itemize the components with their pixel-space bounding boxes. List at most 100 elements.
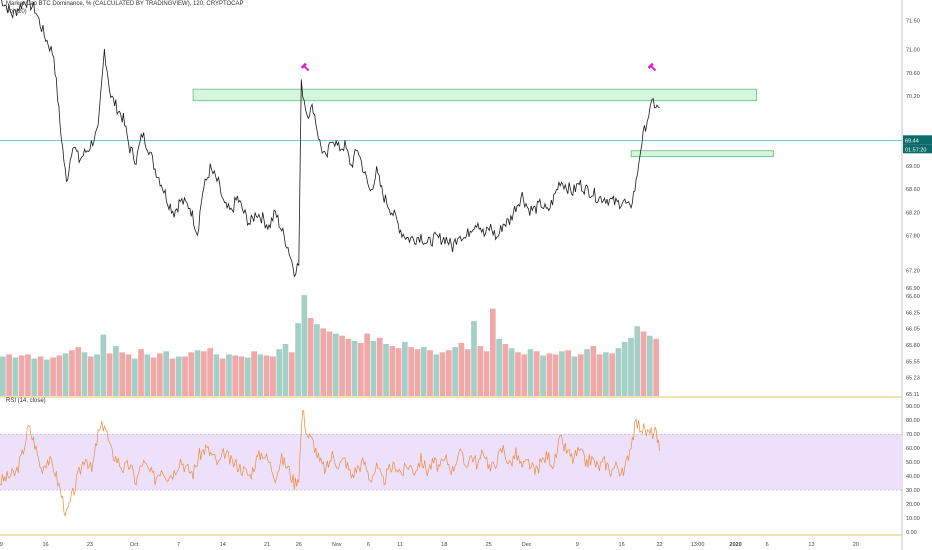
hammer-marker-1 — [300, 62, 310, 72]
volume-bar — [113, 346, 119, 396]
volume-bar — [213, 354, 220, 396]
volume-bar — [358, 342, 364, 396]
volume-bar — [546, 353, 553, 396]
x-tick-label: 7 — [177, 542, 180, 548]
price-tick-label: 67.80 — [906, 234, 920, 240]
price-tick-label: 70.60 — [906, 71, 920, 77]
volume-bar — [565, 350, 572, 396]
volume-bar — [552, 354, 559, 396]
rsi-tick-label: 20.00 — [906, 502, 920, 508]
volume-bar — [238, 356, 245, 396]
volume-bar — [307, 318, 314, 396]
price-tick-label: 68.20 — [906, 210, 920, 216]
rsi-tick-label: 80.00 — [906, 418, 920, 424]
volume-bar — [157, 353, 163, 396]
volume-bar — [226, 354, 232, 396]
volume-bar — [471, 321, 477, 396]
x-tick-label: 2020 — [729, 542, 741, 548]
volume-bar — [75, 347, 82, 396]
volume-bar — [244, 357, 251, 396]
volume-bar — [496, 338, 502, 396]
hammer-marker-2 — [647, 62, 657, 72]
rsi-series-line — [0, 409, 660, 517]
volume-bar — [326, 331, 333, 396]
rsi-band — [0, 434, 902, 491]
volume-bar — [25, 354, 31, 396]
volume-bar — [257, 354, 264, 396]
rsi-tick-label: 0.00 — [906, 530, 917, 536]
volume-bar — [201, 351, 207, 396]
volume-bar — [577, 354, 584, 396]
volume-bar — [483, 351, 490, 396]
volume-bar — [590, 346, 597, 396]
volume-bar — [138, 349, 144, 396]
price-tick-label: 68.60 — [906, 187, 920, 193]
price-tick-label: 67.20 — [906, 269, 920, 275]
volume-bar — [395, 348, 402, 396]
volume-bar — [515, 352, 521, 396]
rsi-tick-label: 10.00 — [906, 516, 920, 522]
volume-bar — [339, 335, 345, 396]
volume-bar — [571, 356, 578, 396]
volume-bar — [295, 323, 301, 396]
volume-bar — [301, 295, 308, 396]
volume-bar — [6, 354, 12, 396]
x-tick-label: 9 — [0, 542, 3, 548]
volume-bar — [263, 355, 270, 396]
volume-bar — [628, 337, 634, 396]
volume-bar — [458, 342, 465, 396]
volume-bar — [502, 344, 509, 396]
volume-bar — [609, 353, 615, 396]
volume-bar — [653, 338, 659, 396]
volume-bar — [351, 340, 358, 396]
x-tick-label: Dec — [522, 542, 532, 548]
volume-bar — [508, 348, 515, 396]
volume-bar — [464, 349, 471, 396]
volume-bar — [219, 358, 226, 396]
volume-bar — [414, 349, 421, 396]
volume-bar — [131, 358, 138, 396]
volume-bar — [452, 347, 458, 396]
x-tick-label: 13:00 — [691, 542, 705, 548]
price-series-line — [1, 0, 660, 278]
volume-bar — [445, 350, 452, 396]
volume-bar — [119, 352, 126, 396]
volume-bar — [288, 352, 295, 396]
volume-bar — [150, 357, 157, 396]
volume-bar — [100, 334, 107, 396]
x-tick-label: 11 — [397, 542, 403, 548]
volume-bar — [320, 328, 327, 396]
volume-bar — [634, 326, 641, 396]
volume-bar — [640, 331, 647, 396]
x-tick-label: 21 — [264, 542, 270, 548]
volume-bar — [232, 355, 239, 396]
rsi-tick-label: 40.00 — [906, 474, 920, 480]
volume-bar — [621, 341, 628, 396]
volume-bar — [43, 359, 50, 396]
x-tick-label: 18 — [441, 542, 447, 548]
volume-bar — [584, 349, 590, 396]
volume-tick-label: 66.60 — [906, 294, 920, 300]
price-tick-label: 71.50 — [906, 19, 920, 25]
volume-bar — [439, 352, 446, 396]
volume-tick-label: 65.23 — [906, 376, 920, 382]
volume-bar — [489, 308, 496, 396]
volume-bar — [144, 354, 151, 396]
volume-bar — [194, 350, 201, 396]
volume-bar — [477, 346, 484, 396]
x-tick-label: 16 — [43, 542, 49, 548]
volume-tick-label: 65.80 — [906, 343, 920, 349]
volume-bar — [559, 351, 565, 396]
volume-bar — [0, 356, 6, 396]
volume-tick-label: 66.05 — [906, 327, 920, 333]
countdown-value: 01:57:20 — [905, 147, 926, 153]
volume-bar — [12, 357, 19, 396]
x-tick-label: Nov — [332, 542, 342, 548]
volume-bar — [647, 335, 653, 396]
price-badge-value: 69.44 — [905, 138, 919, 144]
rsi-tick-label: 90.00 — [906, 404, 920, 410]
volume-indicator-label: Vol (20) — [6, 9, 27, 15]
volume-bar — [389, 346, 396, 396]
volume-bar — [207, 348, 213, 396]
x-tick-label: 14 — [220, 542, 226, 548]
